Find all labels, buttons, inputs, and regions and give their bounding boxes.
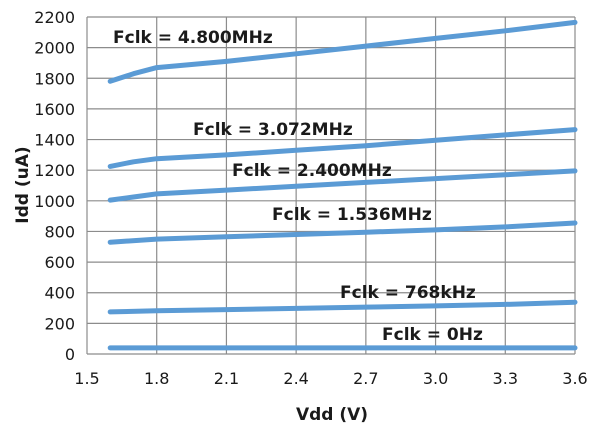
x-tick-labels: 1.5 1.8 2.1 2.4 2.7 3.0 3.3 3.6	[74, 369, 587, 388]
y-tick-label: 400	[44, 284, 75, 303]
x-tick-label: 2.4	[283, 369, 308, 388]
y-tick-label: 2200	[34, 8, 75, 27]
series-label: Fclk = 2.400MHz	[232, 161, 392, 181]
series-label: Fclk = 1.536MHz	[272, 205, 432, 225]
y-axis-title: Idd (uA)	[13, 146, 33, 223]
x-tick-label: 2.7	[353, 369, 378, 388]
x-tick-label: 2.1	[214, 369, 239, 388]
x-tick-label: 1.8	[144, 369, 169, 388]
y-tick-label: 800	[44, 222, 75, 241]
series-labels: Fclk = 4.800MHz Fclk = 3.072MHz Fclk = 2.4…	[113, 28, 483, 345]
series-line	[107, 220, 578, 245]
y-tick-label: 200	[44, 314, 75, 333]
series-label: Fclk = 0Hz	[382, 325, 483, 345]
y-tick-label: 0	[65, 345, 75, 364]
y-tick-label: 1200	[34, 161, 75, 180]
series-line	[107, 127, 578, 169]
x-tick-label: 1.5	[74, 369, 99, 388]
y-tick-labels: 0 200 400 600 800 1000 1200 1400 1600 1800 2000 220…	[34, 8, 75, 364]
x-tick-label: 3.6	[562, 369, 587, 388]
series-lines	[107, 19, 578, 351]
x-axis-title: Vdd (V)	[296, 405, 368, 425]
series-label: Fclk = 3.072MHz	[193, 120, 353, 140]
series-line	[107, 299, 578, 315]
x-tick-label: 3.3	[493, 369, 518, 388]
series-line	[107, 19, 578, 84]
y-tick-label: 2000	[34, 39, 75, 58]
y-tick-label: 1800	[34, 69, 75, 88]
series-label: Fclk = 768kHz	[340, 283, 476, 303]
series-label: Fclk = 4.800MHz	[113, 28, 273, 48]
series-line	[107, 168, 578, 203]
y-tick-label: 600	[44, 253, 75, 272]
y-tick-label: 1400	[34, 131, 75, 150]
y-tick-label: 1000	[34, 192, 75, 211]
y-tick-label: 1600	[34, 100, 75, 119]
x-tick-label: 3.0	[423, 369, 448, 388]
